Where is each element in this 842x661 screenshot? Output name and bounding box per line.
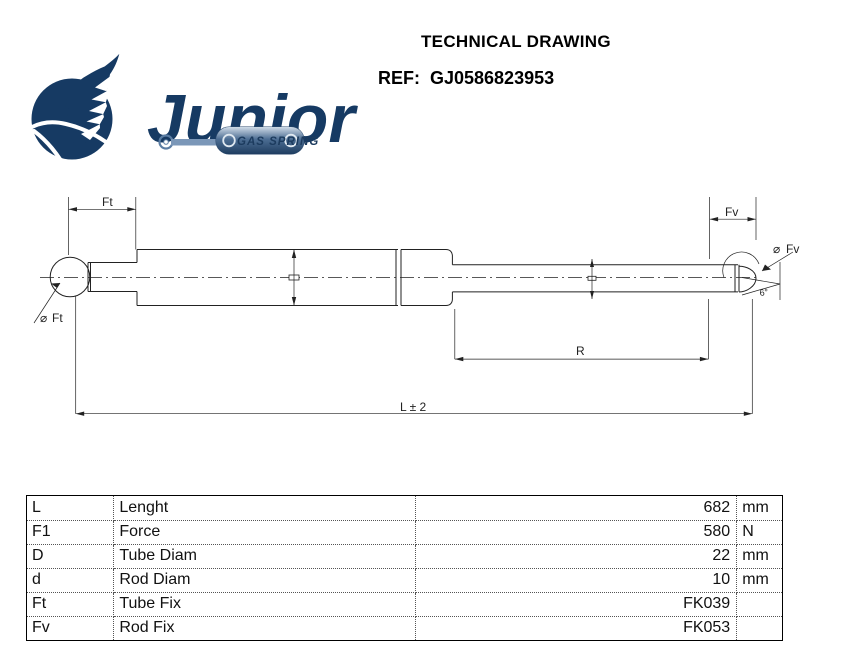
svg-text:Ft: Ft [52,311,63,325]
svg-text:6°: 6° [759,287,769,298]
svg-text:⌀: ⌀ [773,242,780,256]
svg-text:L ± 2: L ± 2 [400,400,426,414]
svg-text:Ft: Ft [102,195,113,209]
svg-text:Fv: Fv [725,205,738,219]
svg-text:R: R [576,344,585,358]
svg-text:Fv: Fv [786,242,799,256]
svg-text:⌀: ⌀ [40,311,47,325]
